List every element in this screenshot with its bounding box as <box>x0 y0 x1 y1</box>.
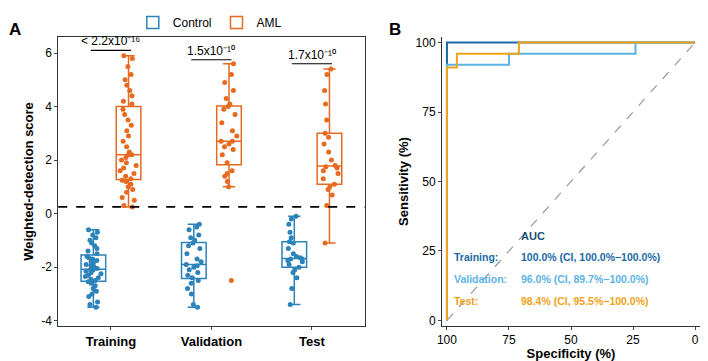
svg-text:Training:: Training: <box>454 251 498 263</box>
svg-text:25: 25 <box>626 333 640 347</box>
svg-text:50: 50 <box>564 333 578 347</box>
svg-text:Weighted-detection score: Weighted-detection score <box>21 102 36 261</box>
svg-text:Control: Control <box>173 16 212 30</box>
svg-text:Test: Test <box>299 334 325 349</box>
svg-text:100: 100 <box>416 36 436 50</box>
svg-text:4: 4 <box>45 100 52 114</box>
svg-text:75: 75 <box>422 105 436 119</box>
svg-text:0: 0 <box>692 333 699 347</box>
svg-text:0: 0 <box>429 314 436 328</box>
svg-text:AUC: AUC <box>521 230 545 242</box>
svg-text:96.0% (CI, 89.7%−100.0%): 96.0% (CI, 89.7%−100.0%) <box>521 273 649 285</box>
svg-text:A: A <box>9 20 21 39</box>
svg-text:100.0% (CI, 100.0%−100.0%): 100.0% (CI, 100.0%−100.0%) <box>521 251 660 263</box>
svg-text:6: 6 <box>45 46 52 60</box>
svg-text:-4: -4 <box>41 314 52 328</box>
svg-text:B: B <box>389 20 401 39</box>
svg-text:Sensitivity (%): Sensitivity (%) <box>396 137 411 226</box>
svg-text:-2: -2 <box>41 260 52 274</box>
svg-text:0: 0 <box>45 207 52 221</box>
svg-text:1.7x10⁻¹⁰: 1.7x10⁻¹⁰ <box>288 48 336 62</box>
svg-text:Validation:: Validation: <box>454 273 507 285</box>
svg-text:50: 50 <box>422 175 436 189</box>
svg-text:25: 25 <box>422 244 436 258</box>
svg-text:Training: Training <box>86 334 137 349</box>
svg-text:98.4% (CI, 95.5%−100.0%): 98.4% (CI, 95.5%−100.0%) <box>521 295 649 307</box>
svg-text:2: 2 <box>45 153 52 167</box>
svg-text:100: 100 <box>437 333 457 347</box>
svg-text:Test:: Test: <box>454 295 478 307</box>
svg-text:Specificity (%): Specificity (%) <box>527 346 616 361</box>
svg-text:1.5x10⁻¹⁰: 1.5x10⁻¹⁰ <box>187 44 235 58</box>
svg-text:75: 75 <box>502 333 516 347</box>
svg-text:Validation: Validation <box>181 334 242 349</box>
svg-text:AML: AML <box>256 16 281 30</box>
svg-text:< 2.2x10⁻¹⁶: < 2.2x10⁻¹⁶ <box>81 34 140 48</box>
